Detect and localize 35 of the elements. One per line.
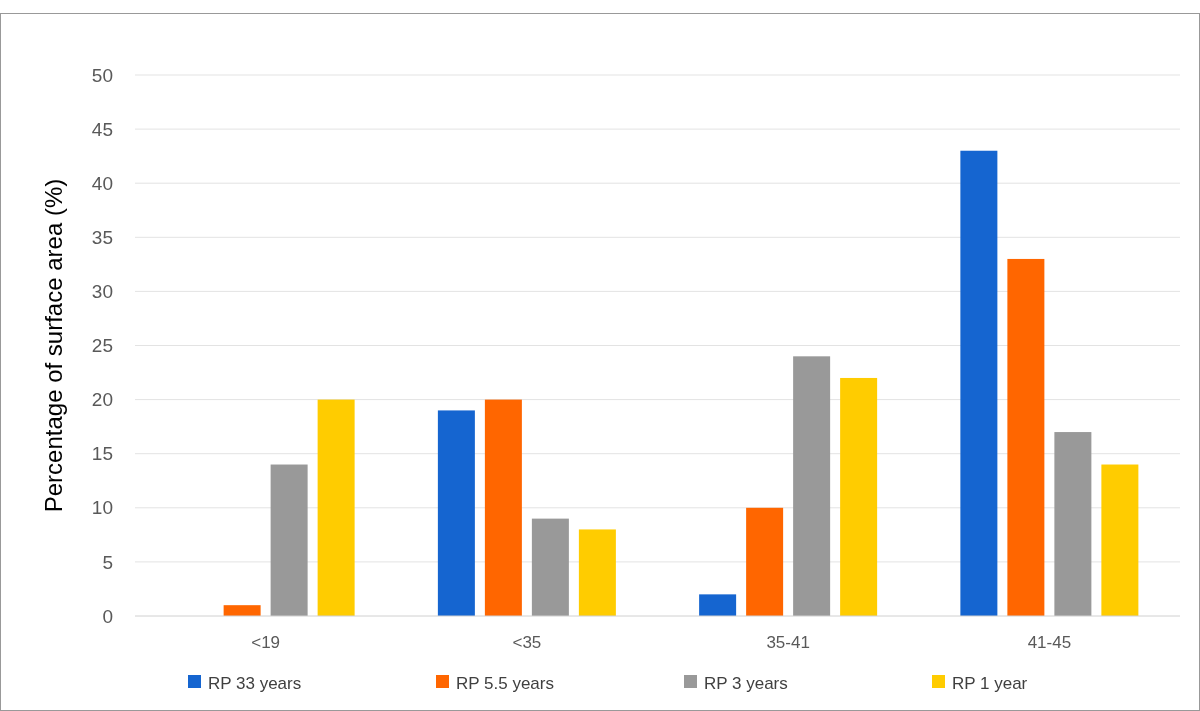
bar <box>1007 258 1045 616</box>
bar <box>317 399 355 616</box>
y-tick-label: 25 <box>91 335 113 357</box>
bar <box>960 150 998 616</box>
y-tick-label: 20 <box>91 389 113 411</box>
x-tick-label: <35 <box>512 633 542 652</box>
bar <box>270 464 308 616</box>
x-tick-label: 41-45 <box>1027 633 1072 652</box>
y-tick-label: 40 <box>91 172 113 194</box>
y-tick-label: 35 <box>91 226 113 248</box>
legend-label: RP 5.5 years <box>456 673 554 693</box>
legend-label: RP 33 years <box>208 673 302 693</box>
bar <box>437 410 475 616</box>
bar <box>840 377 878 616</box>
y-axis-title: Percentage of surface area (%) <box>40 178 67 513</box>
bar <box>1054 432 1092 616</box>
bar <box>578 529 616 616</box>
y-tick-label: 5 <box>102 551 113 573</box>
x-tick-label: <19 <box>251 633 281 652</box>
y-tick-label: 50 <box>91 64 113 86</box>
y-tick-label: 30 <box>91 281 113 303</box>
bar <box>793 356 831 616</box>
bar <box>223 605 261 616</box>
bar <box>531 518 569 616</box>
bar <box>1101 464 1139 616</box>
y-tick-label: 45 <box>91 118 113 140</box>
bar <box>746 507 784 616</box>
y-tick-label: 10 <box>91 497 113 519</box>
y-tick-label: 0 <box>102 605 113 627</box>
legend-label: RP 3 years <box>704 673 788 693</box>
x-tick-label: 35-41 <box>766 633 810 652</box>
bar <box>484 399 522 616</box>
legend-label: RP 1 year <box>952 673 1028 693</box>
bar <box>699 594 737 616</box>
y-tick-label: 15 <box>91 443 113 465</box>
